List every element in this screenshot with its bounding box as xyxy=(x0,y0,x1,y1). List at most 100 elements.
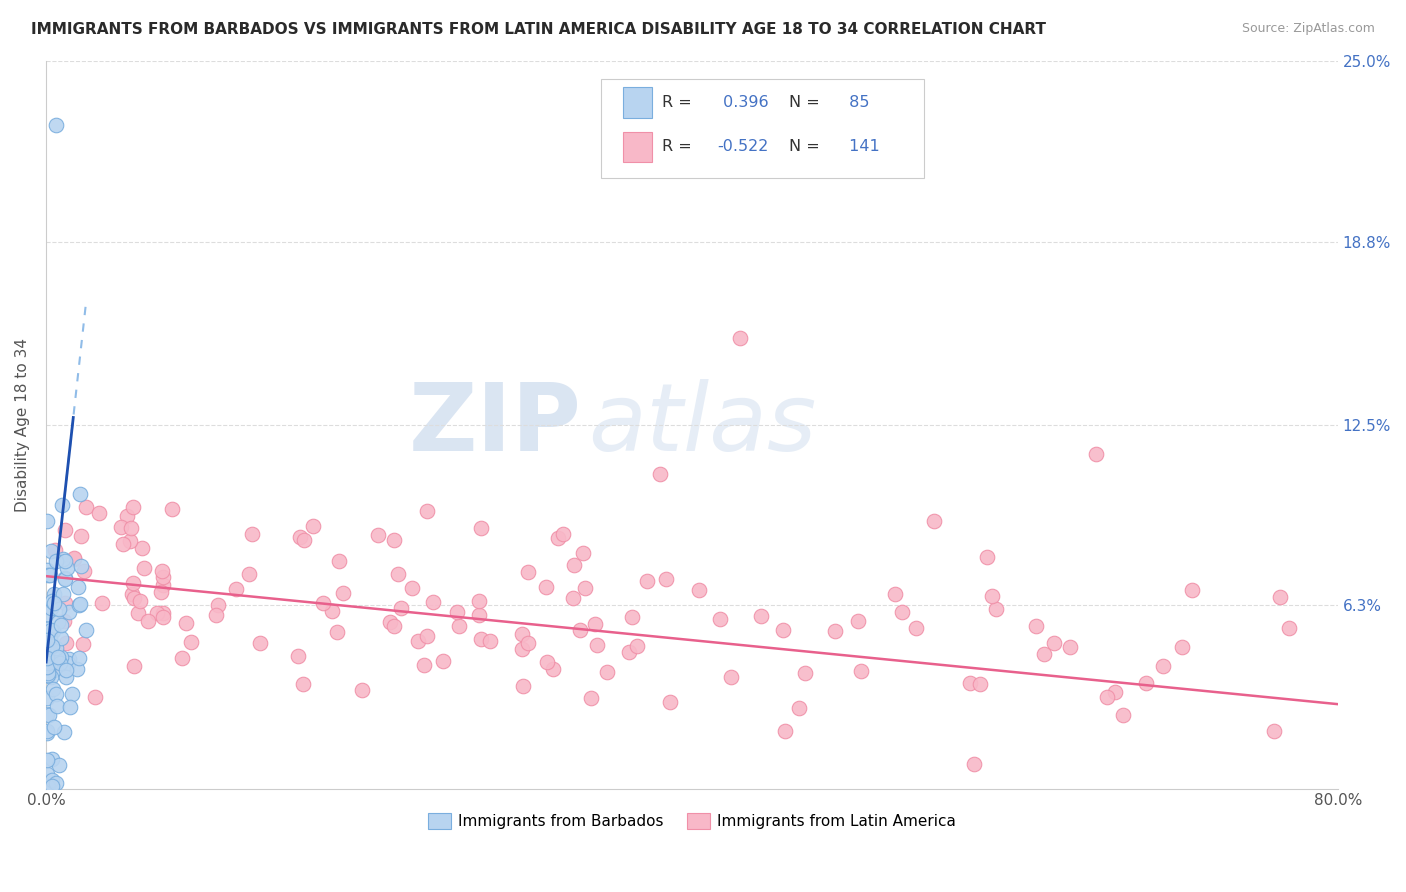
Point xyxy=(367,528,389,542)
Point xyxy=(583,617,606,632)
Point xyxy=(432,654,454,668)
Point xyxy=(150,564,173,578)
Point xyxy=(122,500,145,514)
Point xyxy=(553,527,575,541)
Point xyxy=(45,687,67,701)
Point xyxy=(35,563,58,577)
Point xyxy=(48,601,70,615)
Point xyxy=(984,601,1007,615)
Point xyxy=(406,634,429,648)
Point xyxy=(422,595,444,609)
Point xyxy=(45,652,67,666)
Point xyxy=(772,623,794,637)
Point xyxy=(288,530,311,544)
Point xyxy=(749,609,772,624)
Point xyxy=(41,752,63,766)
Point xyxy=(621,610,644,624)
Point xyxy=(389,600,412,615)
Point xyxy=(292,533,315,548)
Point xyxy=(568,623,591,637)
Text: IMMIGRANTS FROM BARBADOS VS IMMIGRANTS FROM LATIN AMERICA DISABILITY AGE 18 TO 3: IMMIGRANTS FROM BARBADOS VS IMMIGRANTS F… xyxy=(31,22,1046,37)
Point xyxy=(120,534,142,549)
Point xyxy=(467,594,489,608)
Point xyxy=(44,720,66,734)
Point xyxy=(904,621,927,635)
Point xyxy=(127,607,149,621)
Point xyxy=(35,632,58,647)
Bar xyxy=(623,87,652,118)
Point xyxy=(1097,690,1119,704)
Point xyxy=(44,664,66,678)
Point xyxy=(48,758,70,772)
Point xyxy=(90,595,112,609)
Point xyxy=(1180,583,1202,598)
Point xyxy=(37,663,59,677)
Text: -0.522: -0.522 xyxy=(717,139,769,154)
Point xyxy=(121,575,143,590)
Point xyxy=(37,632,59,647)
Y-axis label: Disability Age 18 to 34: Disability Age 18 to 34 xyxy=(15,338,30,512)
Point xyxy=(39,544,62,558)
Point xyxy=(350,682,373,697)
Point xyxy=(547,531,569,545)
Point xyxy=(654,572,676,586)
Point xyxy=(42,624,65,639)
Point xyxy=(42,596,65,610)
Point xyxy=(55,561,77,575)
Point xyxy=(52,552,75,566)
Point xyxy=(39,623,62,637)
Point xyxy=(124,659,146,673)
Point xyxy=(46,615,69,629)
Point xyxy=(45,775,67,789)
Point xyxy=(325,624,347,639)
Point xyxy=(1152,659,1174,673)
Point xyxy=(1084,447,1107,461)
Text: 85: 85 xyxy=(844,95,870,110)
Point xyxy=(35,726,58,740)
Point xyxy=(52,587,75,601)
Point xyxy=(470,632,492,646)
Text: 0.396: 0.396 xyxy=(717,95,768,110)
Point xyxy=(38,567,60,582)
Point xyxy=(470,521,492,535)
Point xyxy=(1042,635,1064,649)
Point xyxy=(963,757,986,772)
Point xyxy=(562,558,585,573)
Point xyxy=(541,661,564,675)
Point xyxy=(536,655,558,669)
Point xyxy=(636,574,658,588)
Point xyxy=(981,589,1004,603)
Point xyxy=(45,118,67,132)
Point xyxy=(37,767,59,781)
Point xyxy=(446,605,468,619)
Point xyxy=(53,596,76,610)
Point xyxy=(37,667,59,681)
Point xyxy=(720,670,742,684)
Point xyxy=(87,506,110,520)
Point xyxy=(84,690,107,704)
Point xyxy=(416,503,439,517)
Point xyxy=(846,614,869,628)
Point xyxy=(53,725,76,739)
Point xyxy=(969,676,991,690)
Point xyxy=(46,698,69,713)
Point xyxy=(62,552,84,566)
Point xyxy=(55,524,77,538)
Point xyxy=(146,606,169,620)
Point xyxy=(37,640,59,654)
Point xyxy=(39,670,62,684)
Point xyxy=(37,622,59,636)
Point xyxy=(53,554,76,568)
Point xyxy=(328,554,350,568)
Point xyxy=(37,690,59,705)
Point xyxy=(311,596,333,610)
Point xyxy=(117,508,139,523)
Point xyxy=(42,682,65,697)
Point xyxy=(174,615,197,630)
Point xyxy=(58,652,80,666)
Point xyxy=(1171,640,1194,655)
Point xyxy=(67,651,90,665)
Point xyxy=(69,487,91,501)
Point xyxy=(35,659,58,673)
Point xyxy=(111,537,134,551)
